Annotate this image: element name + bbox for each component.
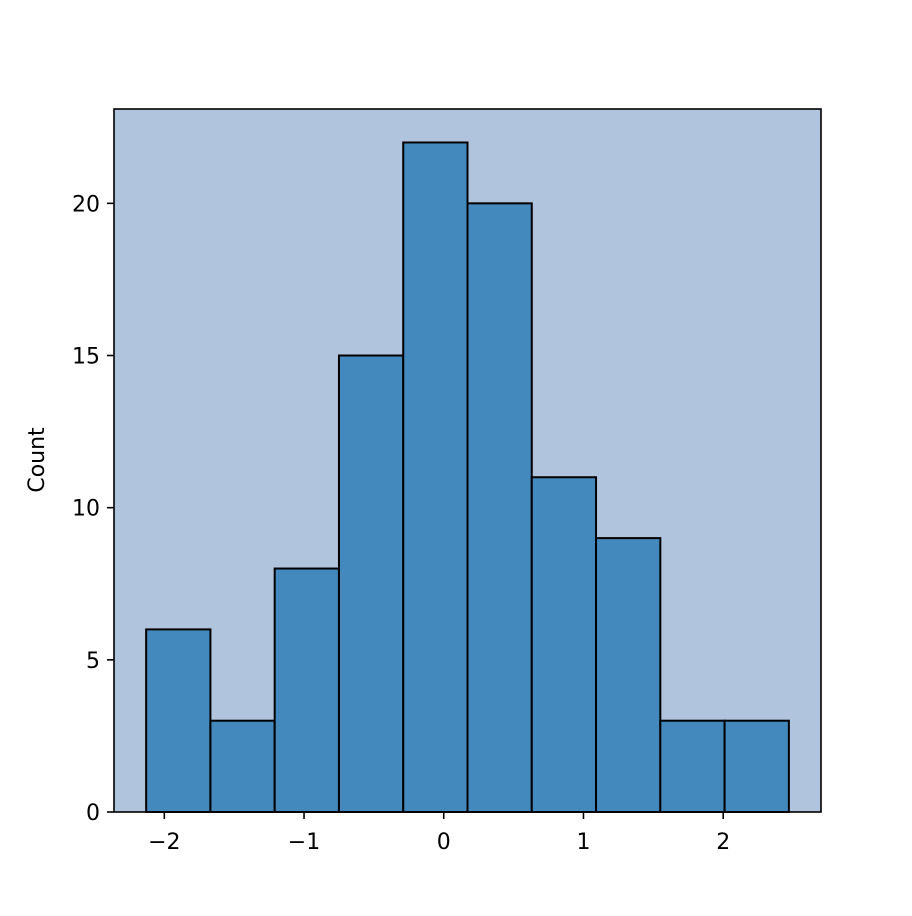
bars-group: [145, 141, 790, 814]
histogram-bar-0: [145, 628, 212, 813]
x-tick-label: −2: [148, 830, 180, 855]
x-tick-label: −1: [288, 830, 320, 855]
y-tick-label: 20: [72, 192, 100, 217]
histogram-bar-6: [530, 476, 598, 813]
y-tick-label: 0: [86, 801, 100, 826]
histogram-bar-2: [273, 567, 340, 813]
histogram-bar-1: [209, 719, 276, 813]
histogram-bar-9: [723, 719, 790, 813]
y-tick-label: 5: [86, 649, 100, 674]
y-axis-label: Count: [25, 427, 50, 493]
histogram-bar-5: [466, 202, 533, 814]
y-axis: 0 5 10 15 20: [72, 192, 114, 826]
y-tick-label: 15: [72, 345, 100, 370]
y-tick-label: 10: [72, 497, 100, 522]
histogram-bar-8: [659, 719, 726, 813]
x-axis: −2 −1 0 1 2: [148, 812, 730, 855]
histogram-bar-3: [337, 354, 405, 813]
histogram-bar-7: [595, 537, 662, 813]
x-tick-label: 1: [576, 830, 590, 855]
plot-frame: [113, 108, 822, 813]
x-tick-label: 0: [437, 830, 451, 855]
x-tick-label: 2: [716, 830, 730, 855]
histogram-bar-4: [402, 141, 469, 813]
